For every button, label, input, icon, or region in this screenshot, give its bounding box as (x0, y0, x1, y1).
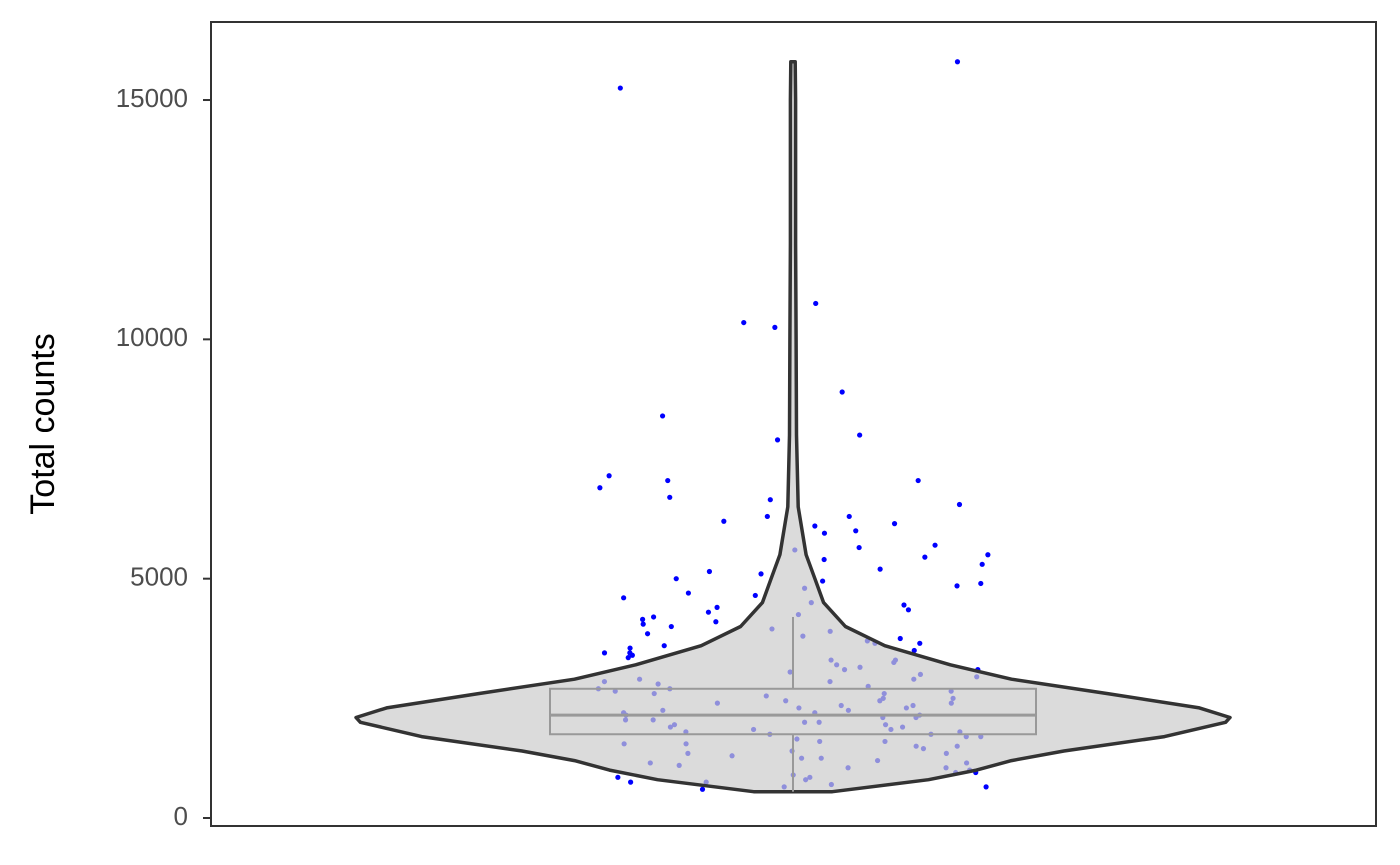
y-tick-label: 15000 (116, 83, 188, 113)
point (954, 59, 961, 65)
point (954, 583, 960, 589)
point (699, 786, 706, 792)
point (985, 552, 991, 558)
point (891, 521, 898, 527)
point (853, 528, 859, 534)
y-tick-label: 5000 (130, 562, 188, 592)
point (983, 784, 989, 790)
point (956, 501, 963, 508)
point (665, 477, 671, 484)
point (667, 494, 673, 500)
point (661, 643, 667, 649)
point (627, 645, 633, 651)
point (820, 578, 826, 584)
point (905, 607, 912, 613)
point (846, 513, 852, 520)
point (597, 485, 603, 491)
y-tick-label: 10000 (116, 322, 188, 352)
point (617, 85, 623, 91)
point (650, 614, 657, 620)
plot-frame (210, 21, 1377, 827)
point (601, 650, 608, 656)
point (758, 571, 764, 577)
point (713, 619, 719, 625)
point (812, 523, 818, 529)
point (627, 650, 633, 656)
point (640, 621, 646, 627)
point (741, 319, 747, 326)
point (901, 602, 907, 608)
point (673, 576, 679, 582)
violin (354, 59, 1232, 794)
point (911, 647, 917, 654)
point (978, 580, 984, 587)
point (668, 623, 674, 630)
point (606, 473, 612, 479)
y-axis-label: Total counts (24, 333, 62, 514)
point (979, 561, 985, 567)
point (821, 530, 828, 536)
point (774, 437, 781, 443)
point (714, 604, 720, 610)
point (706, 568, 713, 575)
point (615, 774, 621, 780)
point (922, 554, 928, 560)
point (685, 590, 691, 596)
point (640, 616, 646, 622)
point (839, 389, 845, 395)
point (659, 413, 666, 419)
point (813, 300, 819, 307)
point (821, 556, 827, 563)
point (857, 432, 863, 438)
point (764, 513, 770, 520)
point (767, 497, 773, 503)
point (897, 635, 903, 642)
point (621, 595, 627, 601)
point (915, 477, 921, 484)
point (644, 631, 651, 637)
point (752, 592, 758, 599)
point (856, 544, 862, 551)
point (932, 542, 938, 548)
point (625, 655, 631, 661)
point (721, 518, 727, 524)
box (549, 687, 1037, 736)
y-tick-label: 0 (174, 801, 188, 831)
point (877, 566, 883, 572)
point (628, 779, 634, 785)
point (772, 324, 778, 330)
point (705, 609, 712, 615)
point (917, 640, 923, 646)
